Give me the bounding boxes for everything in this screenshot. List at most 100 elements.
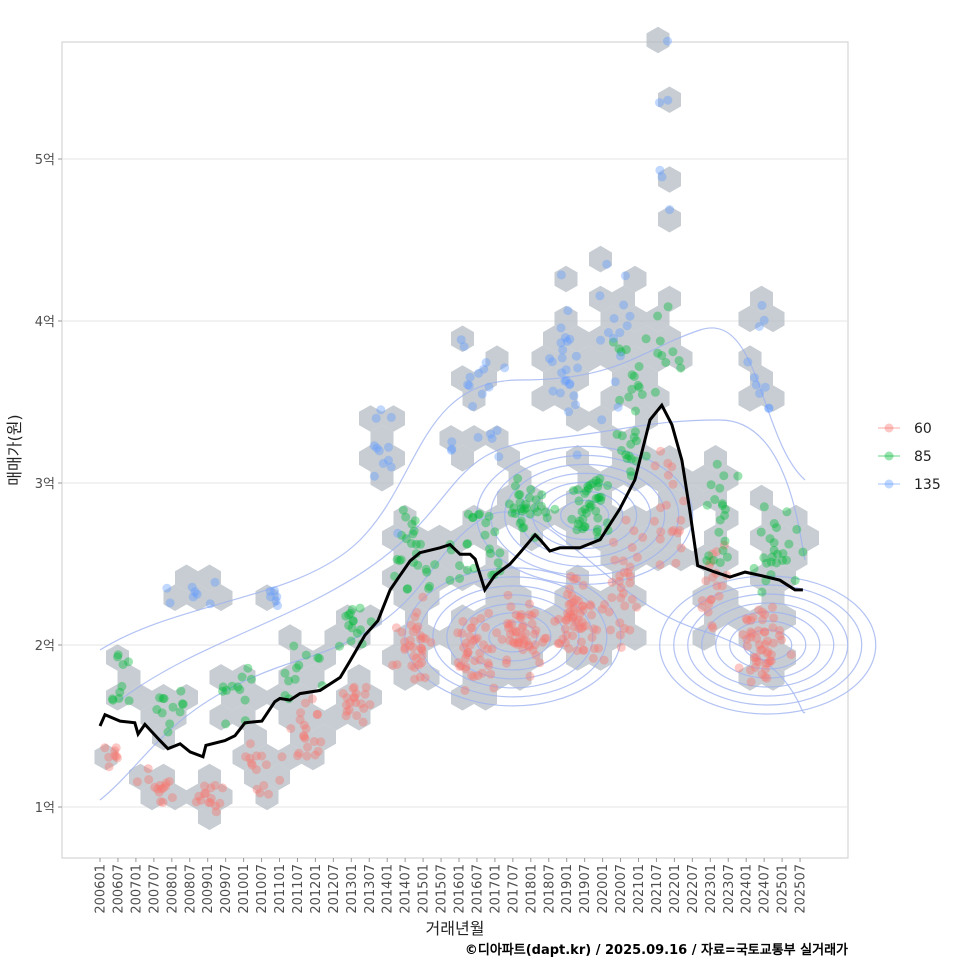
y-axis-ticks: 1억 2억 3억 4억 5억 <box>35 153 62 816</box>
point-60 <box>562 630 572 640</box>
point-135 <box>548 386 558 396</box>
hexbin-cell <box>209 664 233 691</box>
point-60 <box>538 637 548 647</box>
point-85 <box>519 504 529 514</box>
hexbin-cell <box>623 265 647 293</box>
point-135 <box>479 364 489 374</box>
point-85 <box>709 555 718 565</box>
x-tick-label: 201707 <box>506 864 521 914</box>
point-135 <box>565 334 575 344</box>
point-85 <box>616 445 626 455</box>
point-135 <box>613 402 623 412</box>
hexbin-cell <box>658 445 681 472</box>
point-135 <box>603 328 613 337</box>
point-85 <box>113 650 123 660</box>
point-85 <box>722 552 732 562</box>
hexbin-cell <box>244 763 267 791</box>
hexbin-cell <box>278 704 302 731</box>
point-85 <box>720 505 730 514</box>
hexbin-cell <box>761 624 785 651</box>
hexbin-cell <box>612 365 635 392</box>
point-85 <box>784 539 794 549</box>
point-60 <box>568 631 578 641</box>
point-60 <box>513 638 523 648</box>
point-85 <box>762 558 772 568</box>
point-60 <box>413 622 423 632</box>
point-60 <box>668 479 678 489</box>
hexbin-cell <box>152 684 175 711</box>
density-contour <box>673 584 863 706</box>
point-60 <box>400 643 410 653</box>
point-60 <box>706 595 716 605</box>
point-135 <box>755 388 765 398</box>
legend-key-point <box>884 479 894 489</box>
density-contour <box>546 490 624 541</box>
point-60 <box>517 622 527 632</box>
point-135 <box>625 311 635 321</box>
point-85 <box>421 564 431 574</box>
hexbin-cell <box>301 664 325 691</box>
point-85 <box>490 527 500 537</box>
point-85 <box>235 685 245 695</box>
point-85 <box>515 498 525 507</box>
hexbin-cell <box>761 385 785 412</box>
point-60 <box>675 525 685 535</box>
point-85 <box>733 471 743 481</box>
point-85 <box>715 558 725 568</box>
point-135 <box>369 471 379 481</box>
hexbin-cell <box>646 544 670 572</box>
point-60 <box>104 762 114 772</box>
hexbin-cell <box>405 524 428 552</box>
point-85 <box>314 654 324 663</box>
point-60 <box>350 692 359 702</box>
point-60 <box>158 797 168 807</box>
point-85 <box>168 702 178 712</box>
point-60 <box>564 644 574 654</box>
hexbin-cell <box>589 325 612 353</box>
point-135 <box>481 358 491 367</box>
density-contour <box>490 454 680 577</box>
point-135 <box>500 363 510 373</box>
point-85 <box>772 523 781 533</box>
point-60 <box>618 556 628 566</box>
point-135 <box>547 357 557 367</box>
hexbin-cell <box>451 325 474 353</box>
point-60 <box>530 629 540 639</box>
point-85 <box>406 539 416 548</box>
point-60 <box>777 635 787 645</box>
point-60 <box>707 621 717 631</box>
point-60 <box>483 644 493 654</box>
point-85 <box>622 454 632 463</box>
point-85 <box>583 481 593 491</box>
point-60 <box>511 610 521 620</box>
point-60 <box>616 642 626 652</box>
point-60 <box>752 633 762 643</box>
x-tick-label: 202501 <box>776 864 791 914</box>
point-60 <box>620 601 630 611</box>
point-60 <box>156 797 166 807</box>
hexbin-cell <box>577 584 601 611</box>
point-85 <box>513 474 523 483</box>
point-135 <box>386 462 396 472</box>
point-60 <box>597 604 607 614</box>
point-60 <box>719 540 729 550</box>
point-135 <box>655 165 665 175</box>
hexbin-cell <box>508 464 532 492</box>
hexbin-cell <box>600 385 624 412</box>
point-85 <box>475 509 485 519</box>
point-60 <box>650 461 660 471</box>
hexbin-cell <box>658 206 681 233</box>
point-135 <box>571 351 581 361</box>
hexbin-cell <box>612 445 635 472</box>
point-60 <box>638 532 648 542</box>
point-85 <box>347 604 357 614</box>
point-85 <box>115 687 125 697</box>
x-tick-label: 200601 <box>94 864 109 914</box>
point-135 <box>557 353 567 363</box>
point-85 <box>424 583 433 593</box>
point-85 <box>356 625 365 635</box>
point-60 <box>586 601 596 611</box>
point-60 <box>310 750 320 760</box>
point-135 <box>165 598 175 608</box>
point-60 <box>656 446 666 456</box>
